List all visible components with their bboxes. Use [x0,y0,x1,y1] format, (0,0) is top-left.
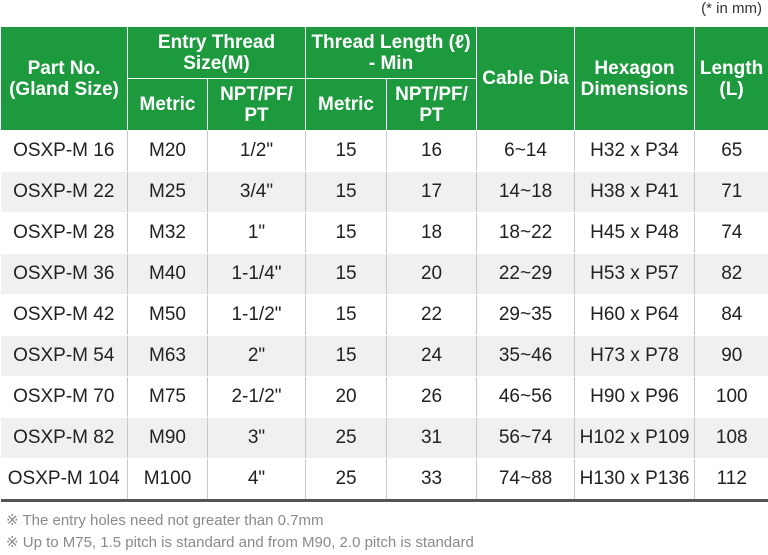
cell-metric: M63 [127,335,208,377]
cell-hex: H45 x P48 [574,212,695,254]
cell-tl-npt: 16 [386,130,477,172]
cell-npt: 1-1/4" [206,253,306,295]
cell-tl-npt: 22 [386,294,477,336]
cell-metric: M75 [127,376,208,418]
cell-part: OSXP-M 22 [0,171,128,213]
cell-tl-metric: 15 [305,171,387,213]
footnotes: ※ The entry holes need not greater than … [6,510,474,554]
cell-cable: 22~29 [476,253,575,295]
header-length: Length (L) [694,26,768,131]
header-cable-dia: Cable Dia [476,26,576,131]
cell-npt: 1-1/2" [206,294,306,336]
cell-hex: H102 x P109 [574,417,695,459]
footnote-pitch: ※ Up to M75, 1.5 pitch is standard and f… [6,534,474,551]
cell-length: 112 [694,458,768,502]
header-length-metric: Metric [305,78,388,131]
table-row: OSXP-M 70 M75 2-1/2" 20 26 46~56 H90 x P… [0,376,768,418]
header-entry-thread: Entry Thread Size(M) [126,26,307,79]
cell-hex: H60 x P64 [574,294,695,336]
cell-npt: 4" [206,458,306,502]
header-entry-metric: Metric [127,78,208,131]
cell-tl-npt: 24 [386,335,477,377]
cell-npt: 1" [206,212,306,254]
cell-metric: M50 [127,294,208,336]
cell-npt: 3" [206,417,306,459]
header-part-no: Part No. (Gland Size) [0,26,128,131]
cell-tl-metric: 25 [305,458,387,502]
unit-note: (* in mm) [701,0,762,17]
spec-table: Part No. (Gland Size) Entry Thread Size(… [0,26,768,502]
cell-tl-metric: 15 [305,294,387,336]
cell-cable: 18~22 [476,212,575,254]
cell-hex: H130 x P136 [574,458,695,502]
cell-metric: M20 [127,130,208,172]
cell-tl-metric: 15 [305,130,387,172]
cell-cable: 56~74 [476,417,575,459]
cell-part: OSXP-M 104 [0,458,128,502]
cell-tl-npt: 31 [386,417,477,459]
cell-cable: 35~46 [476,335,575,377]
cell-part: OSXP-M 16 [0,130,128,172]
cell-length: 71 [694,171,768,213]
cell-part: OSXP-M 36 [0,253,128,295]
cell-tl-metric: 15 [305,212,387,254]
cell-length: 108 [694,417,768,459]
cell-length: 65 [694,130,768,172]
cell-hex: H53 x P57 [574,253,695,295]
cell-part: OSXP-M 42 [0,294,128,336]
cell-length: 90 [694,335,768,377]
table-row: OSXP-M 104 M100 4" 25 33 74~88 H130 x P1… [0,458,768,502]
header-length-npt: NPT/PF/ PT [386,78,478,131]
cell-length: 82 [694,253,768,295]
cell-part: OSXP-M 28 [0,212,128,254]
cell-hex: H38 x P41 [574,171,695,213]
cell-tl-npt: 20 [386,253,477,295]
cell-tl-metric: 15 [305,253,387,295]
cell-hex: H90 x P96 [574,376,695,418]
cell-part: OSXP-M 70 [0,376,128,418]
header-hexagon: Hexagon Dimensions [574,26,696,131]
cell-npt: 2" [206,335,306,377]
table-row: OSXP-M 28 M32 1" 15 18 18~22 H45 x P48 7… [0,212,768,254]
cell-hex: H32 x P34 [574,130,695,172]
table-row: OSXP-M 36 M40 1-1/4" 15 20 22~29 H53 x P… [0,253,768,295]
cell-length: 100 [694,376,768,418]
header-entry-npt: NPT/PF/ PT [206,78,307,131]
table-row: OSXP-M 54 M63 2" 15 24 35~46 H73 x P78 9… [0,335,768,377]
table-row: OSXP-M 22 M25 3/4" 15 17 14~18 H38 x P41… [0,171,768,213]
cell-length: 84 [694,294,768,336]
cell-tl-metric: 20 [305,376,387,418]
cell-cable: 29~35 [476,294,575,336]
cell-tl-npt: 18 [386,212,477,254]
cell-npt: 3/4" [206,171,306,213]
cell-tl-metric: 15 [305,335,387,377]
cell-cable: 46~56 [476,376,575,418]
cell-npt: 1/2" [206,130,306,172]
cell-metric: M100 [127,458,208,502]
table-row: OSXP-M 16 M20 1/2" 15 16 6~14 H32 x P34 … [0,130,768,172]
table-row: OSXP-M 82 M90 3" 25 31 56~74 H102 x P109… [0,417,768,459]
cell-tl-npt: 26 [386,376,477,418]
cell-metric: M40 [127,253,208,295]
cell-cable: 6~14 [476,130,575,172]
cell-length: 74 [694,212,768,254]
cell-tl-npt: 17 [386,171,477,213]
header-thread-length: Thread Length (ℓ) - Min [305,26,478,79]
cell-tl-npt: 33 [386,458,477,502]
cell-hex: H73 x P78 [574,335,695,377]
cell-npt: 2-1/2" [206,376,306,418]
cell-tl-metric: 25 [305,417,387,459]
footnote-entry-holes: ※ The entry holes need not greater than … [6,512,324,529]
cell-metric: M90 [127,417,208,459]
cell-metric: M25 [127,171,208,213]
cell-part: OSXP-M 54 [0,335,128,377]
cell-cable: 74~88 [476,458,575,502]
cell-part: OSXP-M 82 [0,417,128,459]
cell-cable: 14~18 [476,171,575,213]
table-row: OSXP-M 42 M50 1-1/2" 15 22 29~35 H60 x P… [0,294,768,336]
cell-metric: M32 [127,212,208,254]
